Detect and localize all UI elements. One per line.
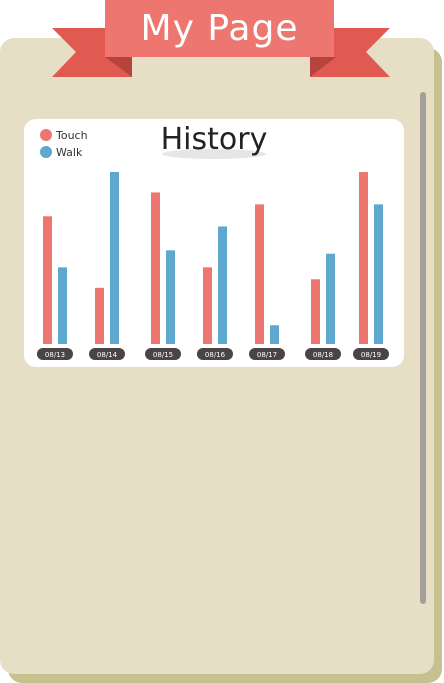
history-chart: History Touch Walk 08/13 08/14 08/15 08/16 0…: [24, 119, 404, 367]
bar-touch-7: [359, 172, 368, 344]
scrollbar[interactable]: [420, 92, 426, 604]
bar-walk-5: [270, 325, 279, 344]
tick-label-3: 08/15: [153, 351, 173, 359]
tick-label-7: 08/19: [361, 351, 381, 359]
legend-touch-swatch: [40, 129, 52, 141]
bar-walk-6: [326, 254, 335, 344]
tick-label-5: 08/17: [257, 351, 277, 359]
bar-touch-4: [203, 267, 212, 344]
bar-walk-2: [110, 172, 119, 344]
tick-label-2: 08/14: [97, 351, 118, 359]
bar-touch-5: [255, 204, 264, 344]
history-card: History Touch Walk 08/13 08/14 08/15 08/16 0…: [24, 119, 404, 367]
legend-walk-swatch: [40, 146, 52, 158]
bar-walk-7: [374, 204, 383, 344]
bar-touch-2: [95, 288, 104, 344]
tick-label-1: 08/13: [45, 351, 65, 359]
bars-group: [43, 172, 383, 344]
legend-touch-label: Touch: [55, 129, 88, 142]
tick-label-4: 08/16: [205, 351, 226, 359]
bar-touch-6: [311, 279, 320, 344]
page-title-ribbon: My Page: [105, 0, 334, 57]
bar-walk-4: [218, 226, 227, 344]
page-title: My Page: [141, 8, 299, 49]
x-tick-labels: 08/13 08/14 08/15 08/16 08/17 08/18 08/19: [37, 348, 389, 360]
bar-touch-3: [151, 192, 160, 344]
tick-label-6: 08/18: [313, 351, 333, 359]
chart-title: History: [161, 122, 268, 157]
bar-walk-3: [166, 250, 175, 344]
legend-walk-label: Walk: [56, 146, 83, 159]
bar-walk-1: [58, 267, 67, 344]
bar-touch-1: [43, 216, 52, 344]
